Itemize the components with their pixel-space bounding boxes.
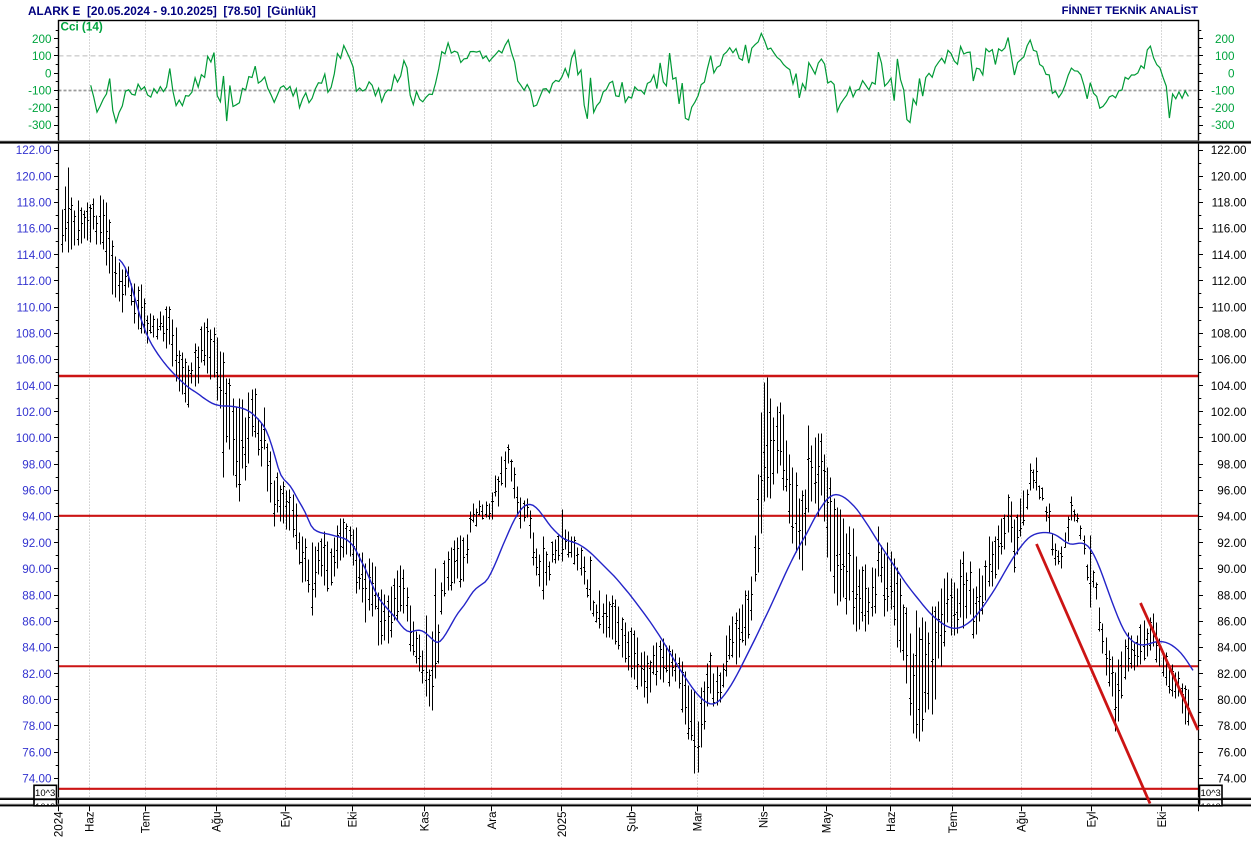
svg-text:86.00: 86.00	[22, 615, 52, 628]
svg-text:106.00: 106.00	[1211, 354, 1247, 367]
svg-text:Eyl: Eyl	[1086, 812, 1098, 828]
svg-text:92.00: 92.00	[22, 537, 52, 550]
svg-text:110.00: 110.00	[1212, 301, 1247, 314]
svg-text:10^3: 10^3	[35, 802, 55, 813]
svg-text:114.00: 114.00	[17, 249, 52, 262]
svg-text:78.00: 78.00	[22, 720, 52, 733]
svg-text:104.00: 104.00	[16, 380, 52, 393]
svg-text:200: 200	[32, 33, 52, 46]
svg-text:120.00: 120.00	[16, 170, 52, 183]
svg-text:92.00: 92.00	[1217, 537, 1247, 550]
svg-text:Ağu: Ağu	[1016, 812, 1028, 832]
svg-text:Şub: Şub	[626, 812, 638, 832]
svg-text:88.00: 88.00	[1217, 589, 1247, 602]
svg-text:100.00: 100.00	[16, 432, 52, 445]
svg-text:Cci (14): Cci (14)	[61, 21, 103, 34]
svg-text:-300: -300	[1211, 119, 1235, 132]
svg-text:108.00: 108.00	[1211, 328, 1247, 341]
svg-text:90.00: 90.00	[1217, 563, 1247, 576]
svg-text:102.00: 102.00	[16, 406, 52, 419]
svg-text:112.00: 112.00	[17, 275, 52, 288]
svg-text:100: 100	[1215, 50, 1235, 63]
svg-text:-100: -100	[28, 85, 52, 98]
svg-text:100.00: 100.00	[1211, 432, 1247, 445]
svg-text:-300: -300	[28, 119, 52, 132]
svg-text:110.00: 110.00	[17, 301, 52, 314]
svg-text:Ağu: Ağu	[211, 812, 223, 832]
svg-text:Eki: Eki	[1157, 812, 1169, 828]
svg-text:96.00: 96.00	[1217, 485, 1247, 498]
svg-text:Haz: Haz	[886, 811, 898, 832]
svg-text:80.00: 80.00	[22, 694, 52, 707]
svg-text:200: 200	[1215, 33, 1235, 46]
svg-text:-200: -200	[28, 102, 52, 115]
svg-text:ALARK E [20.05.2024 - 9.10.20: ALARK E [20.05.2024 - 9.10.2025] [78.50]…	[28, 4, 316, 18]
svg-text:Nis: Nis	[758, 811, 770, 828]
svg-text:100: 100	[32, 50, 52, 63]
svg-text:116.00: 116.00	[17, 223, 52, 236]
svg-text:122.00: 122.00	[1211, 144, 1247, 157]
svg-text:Ara: Ara	[487, 811, 499, 830]
svg-text:118.00: 118.00	[17, 197, 52, 210]
svg-text:120.00: 120.00	[1211, 170, 1247, 183]
svg-text:96.00: 96.00	[22, 485, 52, 498]
svg-text:Tem: Tem	[140, 812, 152, 834]
svg-text:116.00: 116.00	[1212, 223, 1247, 236]
svg-text:0: 0	[1228, 67, 1235, 80]
svg-text:-100: -100	[1211, 85, 1235, 98]
svg-text:94.00: 94.00	[1217, 511, 1247, 524]
svg-text:0: 0	[45, 67, 52, 80]
svg-text:10^3: 10^3	[1201, 788, 1221, 799]
svg-text:80.00: 80.00	[1217, 694, 1247, 707]
svg-text:Haz: Haz	[84, 811, 96, 832]
svg-text:86.00: 86.00	[1217, 615, 1247, 628]
svg-text:94.00: 94.00	[22, 511, 52, 524]
svg-text:76.00: 76.00	[1217, 746, 1247, 759]
svg-text:10^3: 10^3	[35, 788, 55, 799]
svg-text:82.00: 82.00	[1217, 668, 1247, 681]
svg-text:84.00: 84.00	[1217, 642, 1247, 655]
svg-text:74.00: 74.00	[1217, 773, 1247, 786]
svg-text:82.00: 82.00	[22, 668, 52, 681]
svg-text:2025: 2025	[557, 812, 569, 838]
svg-text:74.00: 74.00	[22, 773, 52, 786]
svg-text:May: May	[821, 811, 833, 833]
svg-text:118.00: 118.00	[1212, 197, 1247, 210]
svg-text:106.00: 106.00	[16, 354, 52, 367]
svg-text:10^3: 10^3	[1201, 802, 1221, 813]
svg-text:78.00: 78.00	[1217, 720, 1247, 733]
svg-text:114.00: 114.00	[1212, 249, 1247, 262]
svg-text:112.00: 112.00	[1212, 275, 1247, 288]
svg-text:Eyl: Eyl	[280, 812, 292, 828]
svg-text:98.00: 98.00	[22, 458, 52, 471]
svg-text:102.00: 102.00	[1211, 406, 1247, 419]
svg-text:Kas: Kas	[419, 811, 431, 831]
svg-text:122.00: 122.00	[16, 144, 52, 157]
svg-text:-200: -200	[1211, 102, 1235, 115]
svg-text:Eki: Eki	[347, 812, 359, 828]
svg-text:76.00: 76.00	[22, 746, 52, 759]
svg-text:2024: 2024	[53, 811, 65, 837]
svg-text:FİNNET TEKNİK ANALİST: FİNNET TEKNİK ANALİST	[1062, 4, 1198, 17]
svg-text:98.00: 98.00	[1217, 458, 1247, 471]
svg-text:Tem: Tem	[948, 812, 960, 834]
svg-text:108.00: 108.00	[16, 328, 52, 341]
svg-text:104.00: 104.00	[1211, 380, 1247, 393]
svg-text:88.00: 88.00	[22, 589, 52, 602]
svg-text:Mar: Mar	[692, 811, 704, 831]
svg-text:90.00: 90.00	[22, 563, 52, 576]
svg-text:84.00: 84.00	[22, 642, 52, 655]
